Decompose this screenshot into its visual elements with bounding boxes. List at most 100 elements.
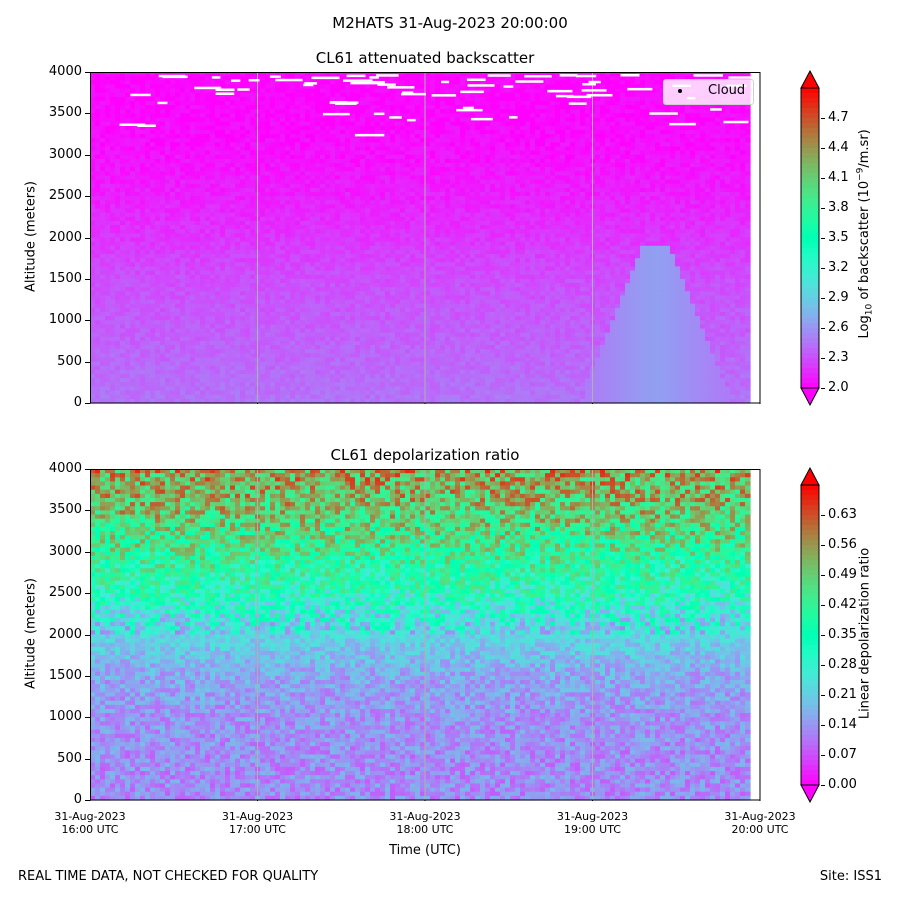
heatmap-cell [435,191,441,197]
heatmap-cell [545,84,551,90]
heatmap-cell [680,129,686,135]
heatmap-cell [265,150,271,156]
heatmap-cell [140,216,146,222]
heatmap-cell [425,191,431,197]
heatmap-cell [745,175,751,181]
heatmap-cell [520,72,526,77]
heatmap-cell [190,105,196,110]
heatmap-cell [735,117,741,123]
heatmap-cell [300,150,306,156]
heatmap-cell [160,191,166,197]
heatmap-cell [320,150,326,156]
heatmap-cell [365,187,371,193]
heatmap-cell [495,76,501,81]
heatmap-cell [445,76,451,81]
heatmap-cell [740,138,746,143]
heatmap-cell [645,208,651,214]
heatmap-cell [300,208,306,214]
heatmap-cell [410,191,416,197]
heatmap-cell [530,196,536,201]
heatmap-cell [460,225,466,230]
heatmap-cell [560,216,566,222]
heatmap-cell [690,220,696,226]
heatmap-cell [485,96,491,102]
heatmap-cell [165,109,171,114]
heatmap-cell [230,204,236,210]
heatmap-cell [635,187,641,193]
heatmap-cell [125,138,131,143]
heatmap-cell [410,113,416,119]
heatmap-cell [560,117,566,123]
heatmap-cell [425,80,431,86]
heatmap-cell [400,100,406,106]
heatmap-cell [220,204,226,210]
heatmap-cell [405,154,411,160]
heatmap-cell [375,208,381,214]
heatmap-cell [490,105,496,110]
heatmap-cell [345,183,351,189]
heatmap-cell [265,134,271,139]
heatmap-cell [725,113,731,119]
heatmap-cell [615,92,621,98]
heatmap-cell [170,187,176,193]
heatmap-cell [720,183,726,189]
heatmap-cell [285,175,291,181]
heatmap-cell [515,171,521,177]
heatmap-cell [290,191,296,197]
heatmap-cell [520,121,526,127]
heatmap-cell [270,150,276,156]
heatmap-cell [95,204,101,210]
heatmap-cell [455,154,461,160]
heatmap-cell [630,109,636,114]
heatmap-cell [195,100,201,106]
heatmap-cell [120,100,126,106]
heatmap-cell [635,142,641,148]
heatmap-cell [385,175,391,181]
heatmap-cell [530,88,536,94]
heatmap-cell [455,216,461,222]
heatmap-cell [510,163,516,168]
heatmap-cell [490,138,496,143]
heatmap-cell [495,196,501,201]
heatmap-cell [285,92,291,98]
heatmap-cell [560,109,566,114]
heatmap-cell [285,225,291,230]
heatmap-cell [230,146,236,152]
heatmap-cell [400,163,406,168]
heatmap-cell [345,163,351,168]
heatmap-cell [565,204,571,210]
heatmap-cell [320,171,326,177]
heatmap-cell [100,167,106,172]
heatmap-cell [355,191,361,197]
heatmap-cell [170,204,176,210]
heatmap-cell [440,225,446,230]
heatmap-cell [140,208,146,214]
heatmap-cell [650,216,656,222]
heatmap-cell [550,142,556,148]
heatmap-cell [240,208,246,214]
heatmap-cell [505,92,511,98]
heatmap-cell [665,129,671,135]
heatmap-cell [130,158,136,164]
heatmap-cell [430,187,436,193]
heatmap-cell [615,196,621,201]
heatmap-cell [155,117,161,123]
heatmap-cell [220,72,226,77]
heatmap-cell [710,196,716,201]
heatmap-cell [450,212,456,218]
heatmap-cell [700,121,706,127]
heatmap-cell [185,88,191,94]
heatmap-cell [130,113,136,119]
heatmap-cell [630,113,636,119]
heatmap-cell [500,105,506,110]
heatmap-cell [250,100,256,106]
heatmap-cell [365,163,371,168]
heatmap-cell [240,109,246,114]
heatmap-cell [635,204,641,210]
heatmap-cell [265,196,271,201]
heatmap-cell [250,191,256,197]
heatmap-cell [415,117,421,123]
heatmap-cell [465,208,471,214]
heatmap-cell [720,200,726,205]
heatmap-cell [200,96,206,102]
